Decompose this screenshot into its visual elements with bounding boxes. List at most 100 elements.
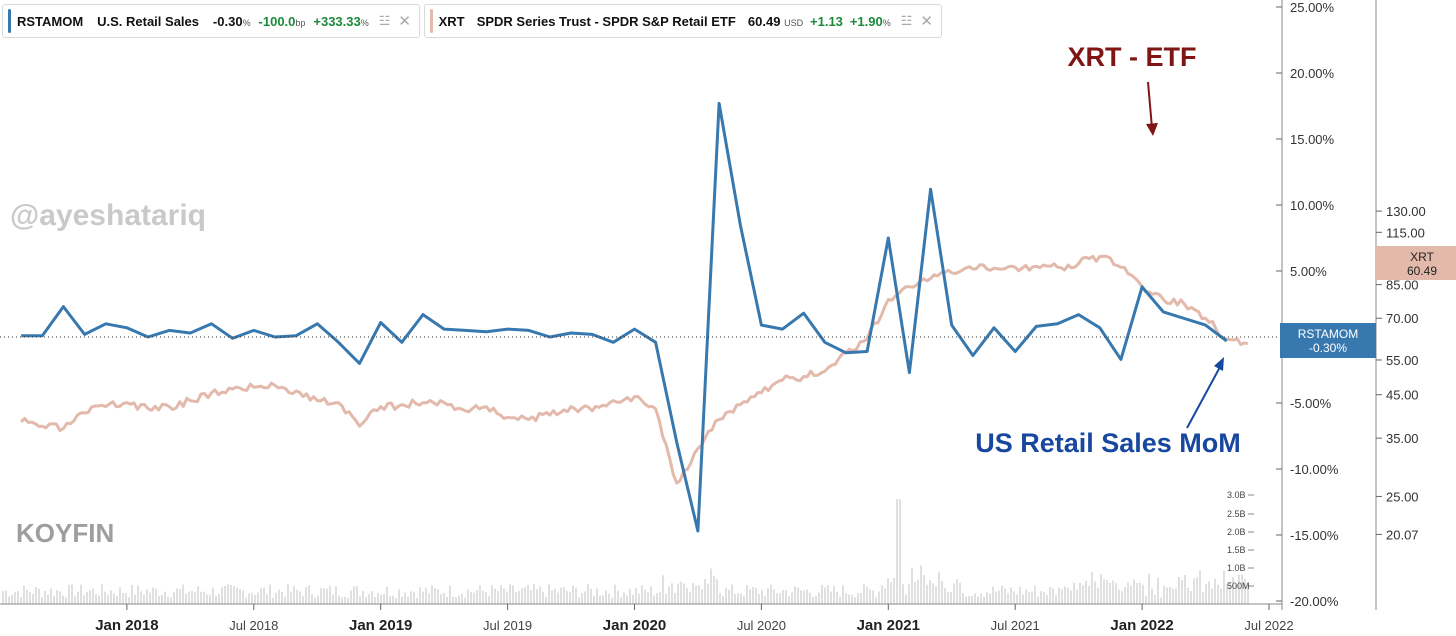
- volume-bar: [680, 581, 682, 604]
- volume-bar: [350, 590, 352, 604]
- xrt-color-swatch: [430, 9, 433, 33]
- volume-bar: [176, 588, 178, 604]
- volume-bar: [65, 597, 67, 604]
- volume-bar: [788, 596, 790, 604]
- volume-bar: [47, 594, 49, 604]
- volume-bar: [110, 590, 112, 604]
- x-axis-label: Jul 2018: [229, 618, 278, 633]
- volume-bar: [890, 582, 892, 604]
- volume-bar: [104, 591, 106, 604]
- xrt-badge-ticker: XRT: [1410, 250, 1434, 264]
- volume-bar: [728, 589, 730, 604]
- xrt-change: +1.13: [810, 13, 843, 29]
- close-icon[interactable]: ✕: [920, 13, 933, 30]
- right-y-axis: 130.00115.00100.0085.0070.0055.0045.0035…: [1375, 0, 1426, 610]
- volume-bar: [371, 591, 373, 604]
- volume-bar: [1028, 591, 1030, 604]
- volume-bar: [1169, 586, 1171, 604]
- volume-bar: [1175, 588, 1177, 604]
- xrt-arrowhead: [1146, 123, 1158, 136]
- volume-bar: [1022, 594, 1024, 604]
- volume-bar: [392, 595, 394, 604]
- rstamom-value-badge: RSTAMOM -0.30%: [1280, 323, 1376, 358]
- volume-bar: [245, 597, 247, 604]
- volume-bar: [215, 596, 217, 604]
- volume-bar: [851, 594, 853, 604]
- volume-bar: [1037, 596, 1039, 604]
- volume-axis-label: 3.0B: [1227, 490, 1246, 500]
- volume-bar: [914, 582, 916, 604]
- volume-bar: [842, 585, 844, 604]
- volume-bar: [1199, 570, 1201, 604]
- legend-xrt[interactable]: XRT SPDR Series Trust - SPDR S&P Retail …: [424, 4, 942, 38]
- volume-bar: [770, 584, 772, 604]
- volume-bar: [203, 591, 205, 604]
- volume-bar: [359, 595, 361, 604]
- volume-bar: [5, 590, 7, 604]
- xrt-annotation-arrow: [1147, 81, 1153, 129]
- x-axis: Jan 2018 Jul 2018 Jan 2019 Jul 2019 Jan 2020…: [0, 603, 1294, 634]
- volume-bar: [1145, 595, 1147, 604]
- volume-bar: [764, 596, 766, 604]
- volume-bar: [599, 595, 601, 604]
- volume-bar: [410, 591, 412, 604]
- volume-bar: [695, 585, 697, 604]
- volume-bar: [197, 586, 199, 604]
- volume-bar: [869, 589, 871, 604]
- volume-bar: [941, 580, 943, 604]
- volume-bar: [911, 567, 913, 604]
- volume-bar: [1154, 594, 1156, 604]
- volume-bar: [71, 584, 73, 604]
- volume-bar: [602, 595, 604, 604]
- volume-bar: [95, 594, 97, 604]
- volume-bar: [77, 591, 79, 604]
- volume-bar: [404, 592, 406, 604]
- volume-bar: [596, 588, 598, 604]
- volume-bar: [722, 596, 724, 604]
- volume-bar: [917, 579, 919, 604]
- volume-bar: [221, 587, 223, 604]
- volume-bar: [29, 592, 31, 604]
- volume-bar: [1211, 588, 1213, 604]
- volume-bar: [368, 594, 370, 604]
- right-axis-label: 35.00: [1386, 431, 1419, 446]
- xrt-name: SPDR Series Trust - SPDR S&P Retail ETF: [476, 13, 736, 29]
- volume-bar: [641, 585, 643, 604]
- volume-bar: [344, 596, 346, 604]
- volume-bar: [467, 589, 469, 604]
- x-axis-label: Jul 2021: [991, 618, 1040, 633]
- legend-rstamom[interactable]: RSTAMOM U.S. Retail Sales -0.30% -100.0b…: [2, 4, 420, 38]
- volume-bar: [776, 593, 778, 604]
- volume-axis-label: 1.0B: [1227, 563, 1246, 573]
- left-axis-label: 20.00%: [1290, 66, 1335, 81]
- volume-bar: [839, 596, 841, 604]
- volume-bar: [866, 586, 868, 604]
- volume-bar: [749, 589, 751, 604]
- volume-bar: [710, 568, 712, 604]
- volume-bar: [617, 590, 619, 604]
- volume-bar: [389, 596, 391, 604]
- volume-bar: [746, 585, 748, 604]
- volume-bar: [1217, 584, 1219, 604]
- rstamom-change: -100.0bp: [258, 13, 306, 29]
- settings-icon[interactable]: ☳: [378, 13, 391, 28]
- volume-bar: [1196, 577, 1198, 604]
- volume-bar: [794, 586, 796, 604]
- close-icon[interactable]: ✕: [398, 13, 411, 30]
- volume-bar: [1184, 574, 1186, 604]
- volume-bar: [875, 597, 877, 604]
- settings-icon[interactable]: ☳: [900, 13, 913, 28]
- volume-bar: [20, 596, 22, 604]
- volume-bar: [926, 584, 928, 604]
- volume-bar: [1019, 587, 1021, 604]
- volume-bar: [269, 584, 271, 604]
- volume-axis-label: 2.5B: [1227, 509, 1246, 519]
- volume-bar: [1223, 570, 1225, 604]
- volume-bar: [1166, 587, 1168, 604]
- volume-bar: [659, 592, 661, 604]
- volume-bar: [380, 594, 382, 604]
- volume-bar: [986, 592, 988, 604]
- volume-bar: [1244, 578, 1246, 604]
- volume-bar: [803, 590, 805, 604]
- volume-bar: [233, 585, 235, 604]
